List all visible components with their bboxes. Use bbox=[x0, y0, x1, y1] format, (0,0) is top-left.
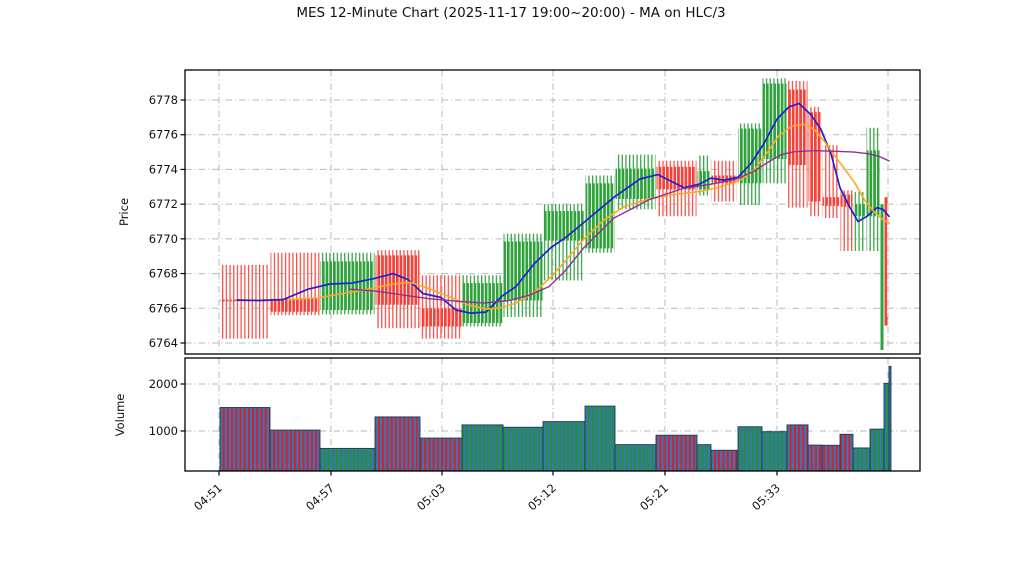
volume-bar bbox=[883, 382, 890, 472]
tick-marks bbox=[180, 99, 778, 476]
candle-body bbox=[320, 261, 375, 311]
volume-bar bbox=[374, 416, 421, 472]
x-tick-label: 05:12 bbox=[525, 481, 559, 514]
x-tick-label: 05:03 bbox=[414, 481, 448, 514]
ma-fast-line bbox=[236, 102, 890, 314]
candle-body bbox=[808, 112, 822, 202]
candle-wick bbox=[220, 264, 270, 339]
volume-bar bbox=[869, 428, 885, 472]
candle-body bbox=[656, 166, 697, 190]
volume-bar bbox=[614, 444, 657, 472]
x-tick-label: 04:51 bbox=[191, 481, 225, 514]
price-tick-label: 6770 bbox=[149, 232, 178, 246]
volume-bar bbox=[737, 426, 763, 472]
price-tick-label: 6776 bbox=[149, 128, 178, 142]
candle-body bbox=[615, 168, 656, 199]
candle-body bbox=[270, 298, 320, 312]
price-panel-frame bbox=[184, 69, 921, 355]
volume-bar bbox=[761, 431, 788, 472]
candle-body bbox=[738, 128, 762, 184]
candle-wick bbox=[880, 204, 884, 350]
volume-bar bbox=[839, 433, 854, 472]
candle-body bbox=[884, 204, 888, 317]
candle-body bbox=[543, 211, 585, 241]
x-tick-label: 04:57 bbox=[303, 481, 337, 514]
volume-tick-label: 2000 bbox=[149, 377, 178, 391]
chart-title: MES 12-Minute Chart (2025-11-17 19:00~20… bbox=[296, 5, 726, 21]
candle-body bbox=[375, 255, 420, 305]
price-tick-label: 6768 bbox=[149, 267, 178, 281]
volume-bar bbox=[584, 405, 616, 472]
volume-bar bbox=[461, 424, 504, 472]
price-tick-label: 6766 bbox=[149, 301, 178, 315]
volume-bar bbox=[419, 437, 463, 472]
volume-bar bbox=[655, 434, 698, 472]
candle-body bbox=[853, 204, 866, 217]
price-tick-label: 6772 bbox=[149, 197, 178, 211]
ma-lines bbox=[236, 102, 890, 314]
price-tick-label: 6774 bbox=[149, 162, 178, 176]
volume-tick-label: 1000 bbox=[149, 424, 178, 438]
volume-bar bbox=[710, 449, 738, 472]
volume-bar bbox=[852, 447, 871, 472]
volume-bars bbox=[219, 365, 892, 472]
price-tick-label: 6764 bbox=[149, 336, 178, 350]
price-tick-label: 6778 bbox=[149, 93, 178, 107]
x-tick-label: 05:21 bbox=[637, 481, 671, 514]
volume-bar bbox=[696, 444, 712, 472]
candle-wick bbox=[420, 275, 462, 339]
candle-body bbox=[822, 197, 840, 206]
volume-bar bbox=[888, 365, 892, 472]
candle-bodies bbox=[220, 83, 888, 327]
volume-bar bbox=[786, 424, 809, 472]
ma-mid-line bbox=[288, 123, 890, 311]
x-tick-label: 05:33 bbox=[749, 481, 783, 514]
candle-body bbox=[762, 83, 787, 160]
ma-slow-line bbox=[349, 149, 890, 304]
volume-bar bbox=[821, 444, 841, 472]
candle-body bbox=[880, 211, 884, 222]
volume-bar bbox=[269, 429, 321, 472]
candle-body bbox=[866, 150, 880, 217]
volume-bar bbox=[502, 426, 544, 472]
volume-bar bbox=[542, 421, 586, 472]
volume-bar bbox=[319, 447, 376, 472]
candle-body bbox=[420, 308, 462, 327]
candle-body bbox=[787, 89, 808, 166]
volume-bar bbox=[219, 407, 271, 472]
volume-bar bbox=[807, 444, 823, 472]
